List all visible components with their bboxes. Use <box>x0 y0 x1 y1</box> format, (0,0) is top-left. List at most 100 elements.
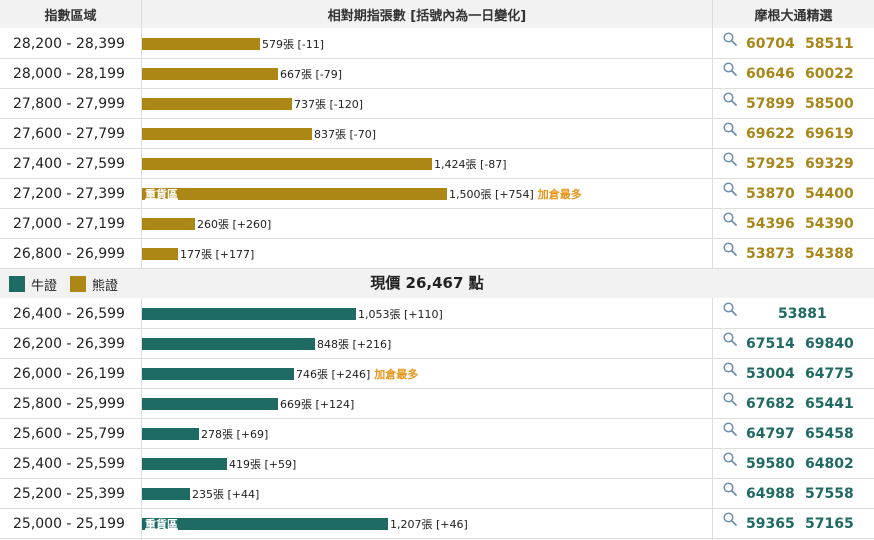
magnifier-icon[interactable] <box>723 242 737 256</box>
bear-bar <box>142 248 178 260</box>
contract-count-label: 746張 [+246] 加倉最多 <box>296 366 418 382</box>
row-divider <box>0 538 874 539</box>
bull-legend-swatch <box>9 276 25 292</box>
bear-row: 27,600 - 27,799 837張 [-70] 69622 69619 <box>0 119 874 149</box>
most-added-badge: 加倉最多 <box>374 368 419 381</box>
column-divider <box>141 298 142 540</box>
magnifier-icon[interactable] <box>723 92 737 106</box>
column-divider <box>712 0 713 269</box>
contract-count-label: 737張 [-120] <box>294 96 363 112</box>
bear-bar <box>142 218 195 230</box>
warrant-code-link[interactable]: 69619 <box>805 126 854 142</box>
warrant-code-link[interactable]: 53004 <box>746 366 795 382</box>
warrant-code-link[interactable]: 57165 <box>805 516 854 532</box>
warrant-code-link[interactable]: 58511 <box>805 36 854 52</box>
bear-bar <box>142 98 292 110</box>
row-divider <box>0 118 874 119</box>
magnifier-icon[interactable] <box>723 182 737 196</box>
warrant-code-link[interactable]: 54400 <box>805 186 854 202</box>
magnifier-icon[interactable] <box>723 362 737 376</box>
warrant-code-link[interactable]: 60646 <box>746 66 795 82</box>
warrant-code-link[interactable]: 64775 <box>805 366 854 382</box>
warrant-code-link[interactable]: 54396 <box>746 216 795 232</box>
warrant-code-link[interactable]: 65441 <box>805 396 854 412</box>
magnifier-icon[interactable] <box>723 212 737 226</box>
header-codes: 摩根大通精選 <box>713 0 874 28</box>
warrant-code-link[interactable]: 59365 <box>746 516 795 532</box>
bull-bar <box>142 428 199 440</box>
bull-row: 25,800 - 25,999 669張 [+124] 67682 65441 <box>0 389 874 419</box>
bull-legend-label: 牛證 <box>31 279 58 294</box>
warrant-code-link[interactable]: 57899 <box>746 96 795 112</box>
row-divider <box>0 478 874 479</box>
row-divider <box>0 238 874 239</box>
contract-count-text: 669張 [+124] <box>280 398 355 411</box>
contract-count-text: 848張 [+216] <box>317 338 392 351</box>
warrant-code-link[interactable]: 64802 <box>805 456 854 472</box>
row-divider <box>0 58 874 59</box>
row-divider <box>0 178 874 179</box>
contract-count-text: 1,053張 [+110] <box>358 308 443 321</box>
header-bars: 相對期指張數 [括號內為一日變化] <box>142 0 712 28</box>
magnifier-icon[interactable] <box>723 62 737 76</box>
bull-row: 26,200 - 26,399 848張 [+216] 67514 69840 <box>0 329 874 359</box>
magnifier-icon[interactable] <box>723 302 737 316</box>
magnifier-icon[interactable] <box>723 392 737 406</box>
warrant-code-link[interactable]: 54390 <box>805 216 854 232</box>
warrant-code-link[interactable]: 67514 <box>746 336 795 352</box>
magnifier-icon[interactable] <box>723 452 737 466</box>
warrant-code-link[interactable]: 53870 <box>746 186 795 202</box>
warrant-code-link[interactable]: 58500 <box>805 96 854 112</box>
index-range-label: 26,000 - 26,199 <box>13 366 125 382</box>
row-divider <box>0 148 874 149</box>
warrant-code-link[interactable]: 53881 <box>778 306 827 322</box>
bull-bar <box>142 338 315 350</box>
row-divider <box>0 358 874 359</box>
row-divider <box>0 268 874 269</box>
index-range-label: 25,800 - 25,999 <box>13 396 125 412</box>
warrant-code-link[interactable]: 69840 <box>805 336 854 352</box>
index-range-label: 28,200 - 28,399 <box>13 36 125 52</box>
magnifier-icon[interactable] <box>723 152 737 166</box>
contract-count-label: 419張 [+59] <box>229 456 296 472</box>
bear-bar <box>142 68 278 80</box>
warrant-code-link[interactable]: 65458 <box>805 426 854 442</box>
magnifier-icon[interactable] <box>723 122 737 136</box>
index-range-label: 25,600 - 25,799 <box>13 426 125 442</box>
warrant-code-link[interactable]: 64797 <box>746 426 795 442</box>
warrant-code-link[interactable]: 64988 <box>746 486 795 502</box>
warrant-code-link[interactable]: 60704 <box>746 36 795 52</box>
heavy-zone-tag: 重貨區 <box>145 518 178 531</box>
bear-bar <box>142 158 432 170</box>
bear-legend-swatch <box>70 276 86 292</box>
magnifier-icon[interactable] <box>723 332 737 346</box>
magnifier-icon[interactable] <box>723 482 737 496</box>
warrant-code-link[interactable]: 53873 <box>746 246 795 262</box>
contract-count-text: 1,500張 [+754] <box>449 188 534 201</box>
warrant-code-link[interactable]: 54388 <box>805 246 854 262</box>
contract-count-label: 177張 [+177] <box>180 246 254 262</box>
row-divider <box>0 448 874 449</box>
bear-bar: 重貨區 <box>142 188 447 201</box>
index-range-label: 25,000 - 25,199 <box>13 516 125 532</box>
warrant-code-link[interactable]: 57925 <box>746 156 795 172</box>
contract-count-label: 278張 [+69] <box>201 426 268 442</box>
index-range-label: 27,200 - 27,399 <box>13 186 125 202</box>
contract-count-label: 1,424張 [-87] <box>434 156 507 172</box>
warrant-code-link[interactable]: 69622 <box>746 126 795 142</box>
bull-row: 25,000 - 25,199 重貨區 1,207張 [+46] 59365 57165 <box>0 509 874 539</box>
contract-count-text: 235張 [+44] <box>192 488 260 501</box>
magnifier-icon[interactable] <box>723 512 737 526</box>
warrant-code-link[interactable]: 60022 <box>805 66 854 82</box>
warrant-code-link[interactable]: 69329 <box>805 156 854 172</box>
index-range-label: 27,600 - 27,799 <box>13 126 125 142</box>
warrant-code-link[interactable]: 57558 <box>805 486 854 502</box>
contract-count-text: 746張 [+246] <box>296 368 371 381</box>
row-divider <box>0 388 874 389</box>
contract-count-text: 177張 [+177] <box>180 248 255 261</box>
warrant-code-link[interactable]: 59580 <box>746 456 795 472</box>
magnifier-icon[interactable] <box>723 422 737 436</box>
warrant-code-link[interactable]: 67682 <box>746 396 795 412</box>
magnifier-icon[interactable] <box>723 32 737 46</box>
